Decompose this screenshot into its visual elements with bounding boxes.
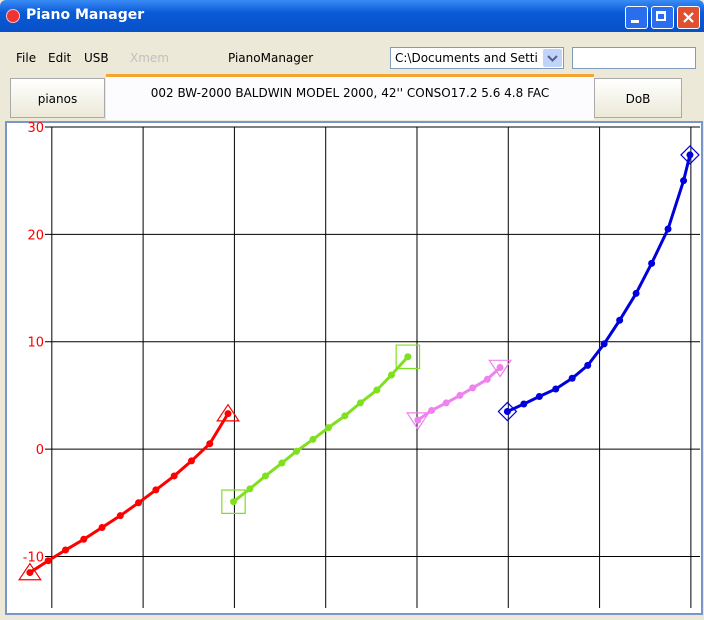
data-point: [26, 569, 34, 577]
data-point: [246, 485, 254, 493]
data-point: [568, 374, 576, 382]
data-point: [170, 472, 178, 480]
data-point: [229, 498, 237, 506]
y-tick-label: 10: [27, 336, 44, 351]
data-point: [292, 447, 300, 455]
data-point: [152, 486, 160, 494]
data-point: [387, 371, 395, 379]
data-point: [187, 457, 195, 465]
data-point: [80, 535, 88, 543]
data-point: [373, 386, 381, 394]
path-combo[interactable]: C:\Documents and Setti: [390, 47, 564, 69]
data-point: [62, 546, 70, 554]
menu-item: Xmem: [130, 51, 169, 65]
data-point: [206, 440, 214, 448]
data-point: [535, 392, 543, 400]
y-tick-label: 30: [27, 121, 44, 136]
data-point: [686, 151, 694, 159]
end-marker: [17, 562, 42, 581]
data-point: [428, 406, 436, 414]
plot-area: [5, 121, 703, 615]
minimize-button[interactable]: [625, 6, 648, 29]
data-point: [483, 375, 491, 383]
maximize-button[interactable]: [651, 6, 674, 29]
series-line: [417, 366, 502, 422]
y-tick-label: 0: [36, 443, 44, 458]
dob-button[interactable]: DoB: [594, 78, 682, 118]
app-icon: [6, 9, 20, 23]
title-bar: Piano Manager: [0, 0, 704, 32]
data-point: [503, 408, 511, 416]
close-icon: [683, 12, 694, 23]
data-point: [135, 499, 143, 507]
text-box[interactable]: [572, 47, 696, 69]
series-line: [29, 412, 230, 574]
end-marker: [395, 344, 421, 370]
data-point: [356, 399, 364, 407]
data-point: [584, 361, 592, 369]
piano-info: 002 BW-2000 BALDWIN MODEL 2000, 42'' CON…: [106, 74, 594, 120]
data-point: [456, 391, 464, 399]
menu-item[interactable]: USB: [84, 51, 109, 65]
data-point: [664, 225, 672, 233]
menu-item[interactable]: PianoManager: [228, 51, 314, 65]
data-point: [44, 557, 52, 565]
data-point: [278, 459, 286, 467]
data-point: [324, 424, 332, 432]
data-point: [116, 512, 124, 520]
menu-item[interactable]: File: [16, 51, 37, 65]
data-point: [616, 316, 624, 324]
pianos-button[interactable]: pianos: [10, 78, 105, 118]
end-marker: [497, 401, 518, 422]
end-marker: [216, 403, 240, 422]
y-tick-label: -10: [23, 550, 44, 565]
end-marker: [488, 359, 512, 378]
data-point: [552, 385, 560, 393]
series-line: [232, 355, 409, 503]
combo-dropdown[interactable]: [543, 49, 562, 67]
data-point: [680, 177, 688, 185]
end-marker: [221, 489, 246, 515]
window-title: Piano Manager: [26, 7, 145, 23]
data-point: [404, 353, 412, 361]
data-point: [224, 410, 232, 418]
data-point: [632, 289, 640, 297]
end-marker: [405, 412, 430, 431]
menu-item[interactable]: Edit: [48, 51, 72, 65]
data-point: [309, 435, 317, 443]
data-point: [414, 416, 422, 424]
dropdown-arrow: [547, 55, 558, 62]
data-point: [648, 259, 656, 267]
data-point: [520, 400, 528, 408]
data-point: [98, 523, 106, 531]
data-point: [341, 412, 349, 420]
data-point: [496, 364, 504, 371]
close-button[interactable]: [677, 6, 700, 29]
data-point: [442, 399, 450, 407]
end-marker: [680, 145, 700, 165]
data-point: [600, 340, 608, 348]
data-point: [261, 472, 269, 480]
series-line: [506, 154, 692, 413]
data-point: [469, 384, 477, 392]
menu-bar: File Edit USB Xmem PianoManager: [4, 33, 700, 73]
y-tick-label: 20: [27, 228, 44, 243]
